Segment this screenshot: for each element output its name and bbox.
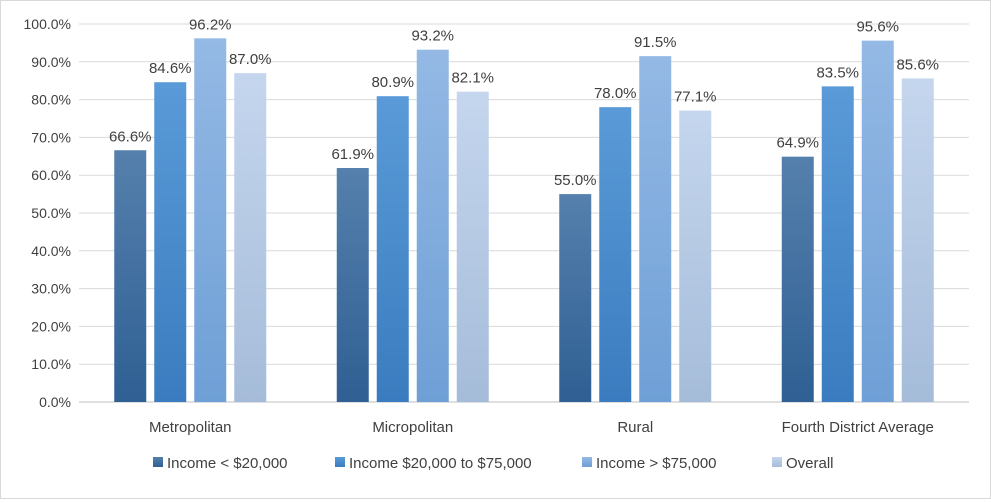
bar (861, 40, 894, 403)
data-label: 83.5% (816, 64, 859, 81)
legend: Income < $20,000 Income $20,000 to $75,00… (153, 455, 834, 472)
data-label: 95.6% (856, 19, 899, 36)
bar (901, 78, 934, 402)
data-label: 66.6% (109, 128, 152, 145)
data-label: 85.6% (896, 56, 939, 73)
bar (679, 110, 712, 402)
legend-label: Income > $75,000 (596, 455, 717, 472)
y-tick-label: 80.0% (31, 92, 71, 108)
bar (376, 96, 409, 402)
y-tick-label: 90.0% (31, 54, 71, 70)
x-tick-label: Metropolitan (149, 419, 232, 436)
y-tick-label: 30.0% (31, 281, 71, 297)
legend-swatch (335, 457, 345, 467)
y-tick-label: 60.0% (31, 167, 71, 183)
bar (114, 150, 147, 402)
x-tick-label: Micropolitan (372, 419, 453, 436)
bar (336, 168, 369, 402)
data-label: 78.0% (594, 85, 637, 102)
y-tick-label: 100.0% (24, 16, 71, 32)
legend-label: Income $20,000 to $75,000 (349, 455, 532, 472)
data-label: 93.2% (411, 28, 454, 45)
legend-label: Income < $20,000 (167, 455, 288, 472)
legend-swatch (153, 457, 163, 467)
bar (416, 49, 449, 402)
y-axis-tick-labels: 0.0% 10.0% 20.0% 30.0% 40.0% 50.0% 60.0% 70.0% 8… (24, 16, 71, 410)
data-label: 80.9% (371, 74, 414, 91)
data-label: 91.5% (634, 34, 677, 51)
data-label: 87.0% (229, 51, 272, 68)
bar (599, 107, 632, 402)
y-tick-label: 0.0% (39, 394, 71, 410)
x-tick-label: Fourth District Average (782, 419, 934, 436)
data-label: 84.6% (149, 60, 192, 77)
legend-swatch (582, 457, 592, 467)
y-tick-label: 20.0% (31, 318, 71, 334)
data-label: 55.0% (554, 172, 597, 189)
data-label: 64.9% (776, 135, 819, 152)
bars (114, 38, 934, 403)
data-label: 82.1% (451, 70, 494, 87)
bar (781, 156, 814, 402)
data-labels: 66.6% 84.6% 96.2% 87.0% 61.9% 80.9% 93.2% 82.1%… (109, 16, 939, 189)
bar (154, 82, 187, 402)
legend-swatch (772, 457, 782, 467)
y-tick-label: 50.0% (31, 205, 71, 221)
x-tick-label: Rural (617, 419, 653, 436)
legend-label: Overall (786, 455, 834, 472)
y-tick-label: 40.0% (31, 243, 71, 259)
bar (194, 38, 227, 402)
bar (821, 86, 854, 403)
data-label: 77.1% (674, 89, 717, 106)
bar (234, 73, 267, 402)
data-label: 96.2% (189, 16, 232, 33)
x-axis: Metropolitan Micropolitan Rural Fourth Dist… (149, 419, 934, 436)
bar (639, 56, 672, 402)
gridlines (79, 23, 969, 403)
bar (559, 194, 592, 402)
bar (456, 91, 489, 403)
y-tick-label: 10.0% (31, 356, 71, 372)
data-label: 61.9% (331, 146, 374, 163)
y-tick-label: 70.0% (31, 129, 71, 145)
